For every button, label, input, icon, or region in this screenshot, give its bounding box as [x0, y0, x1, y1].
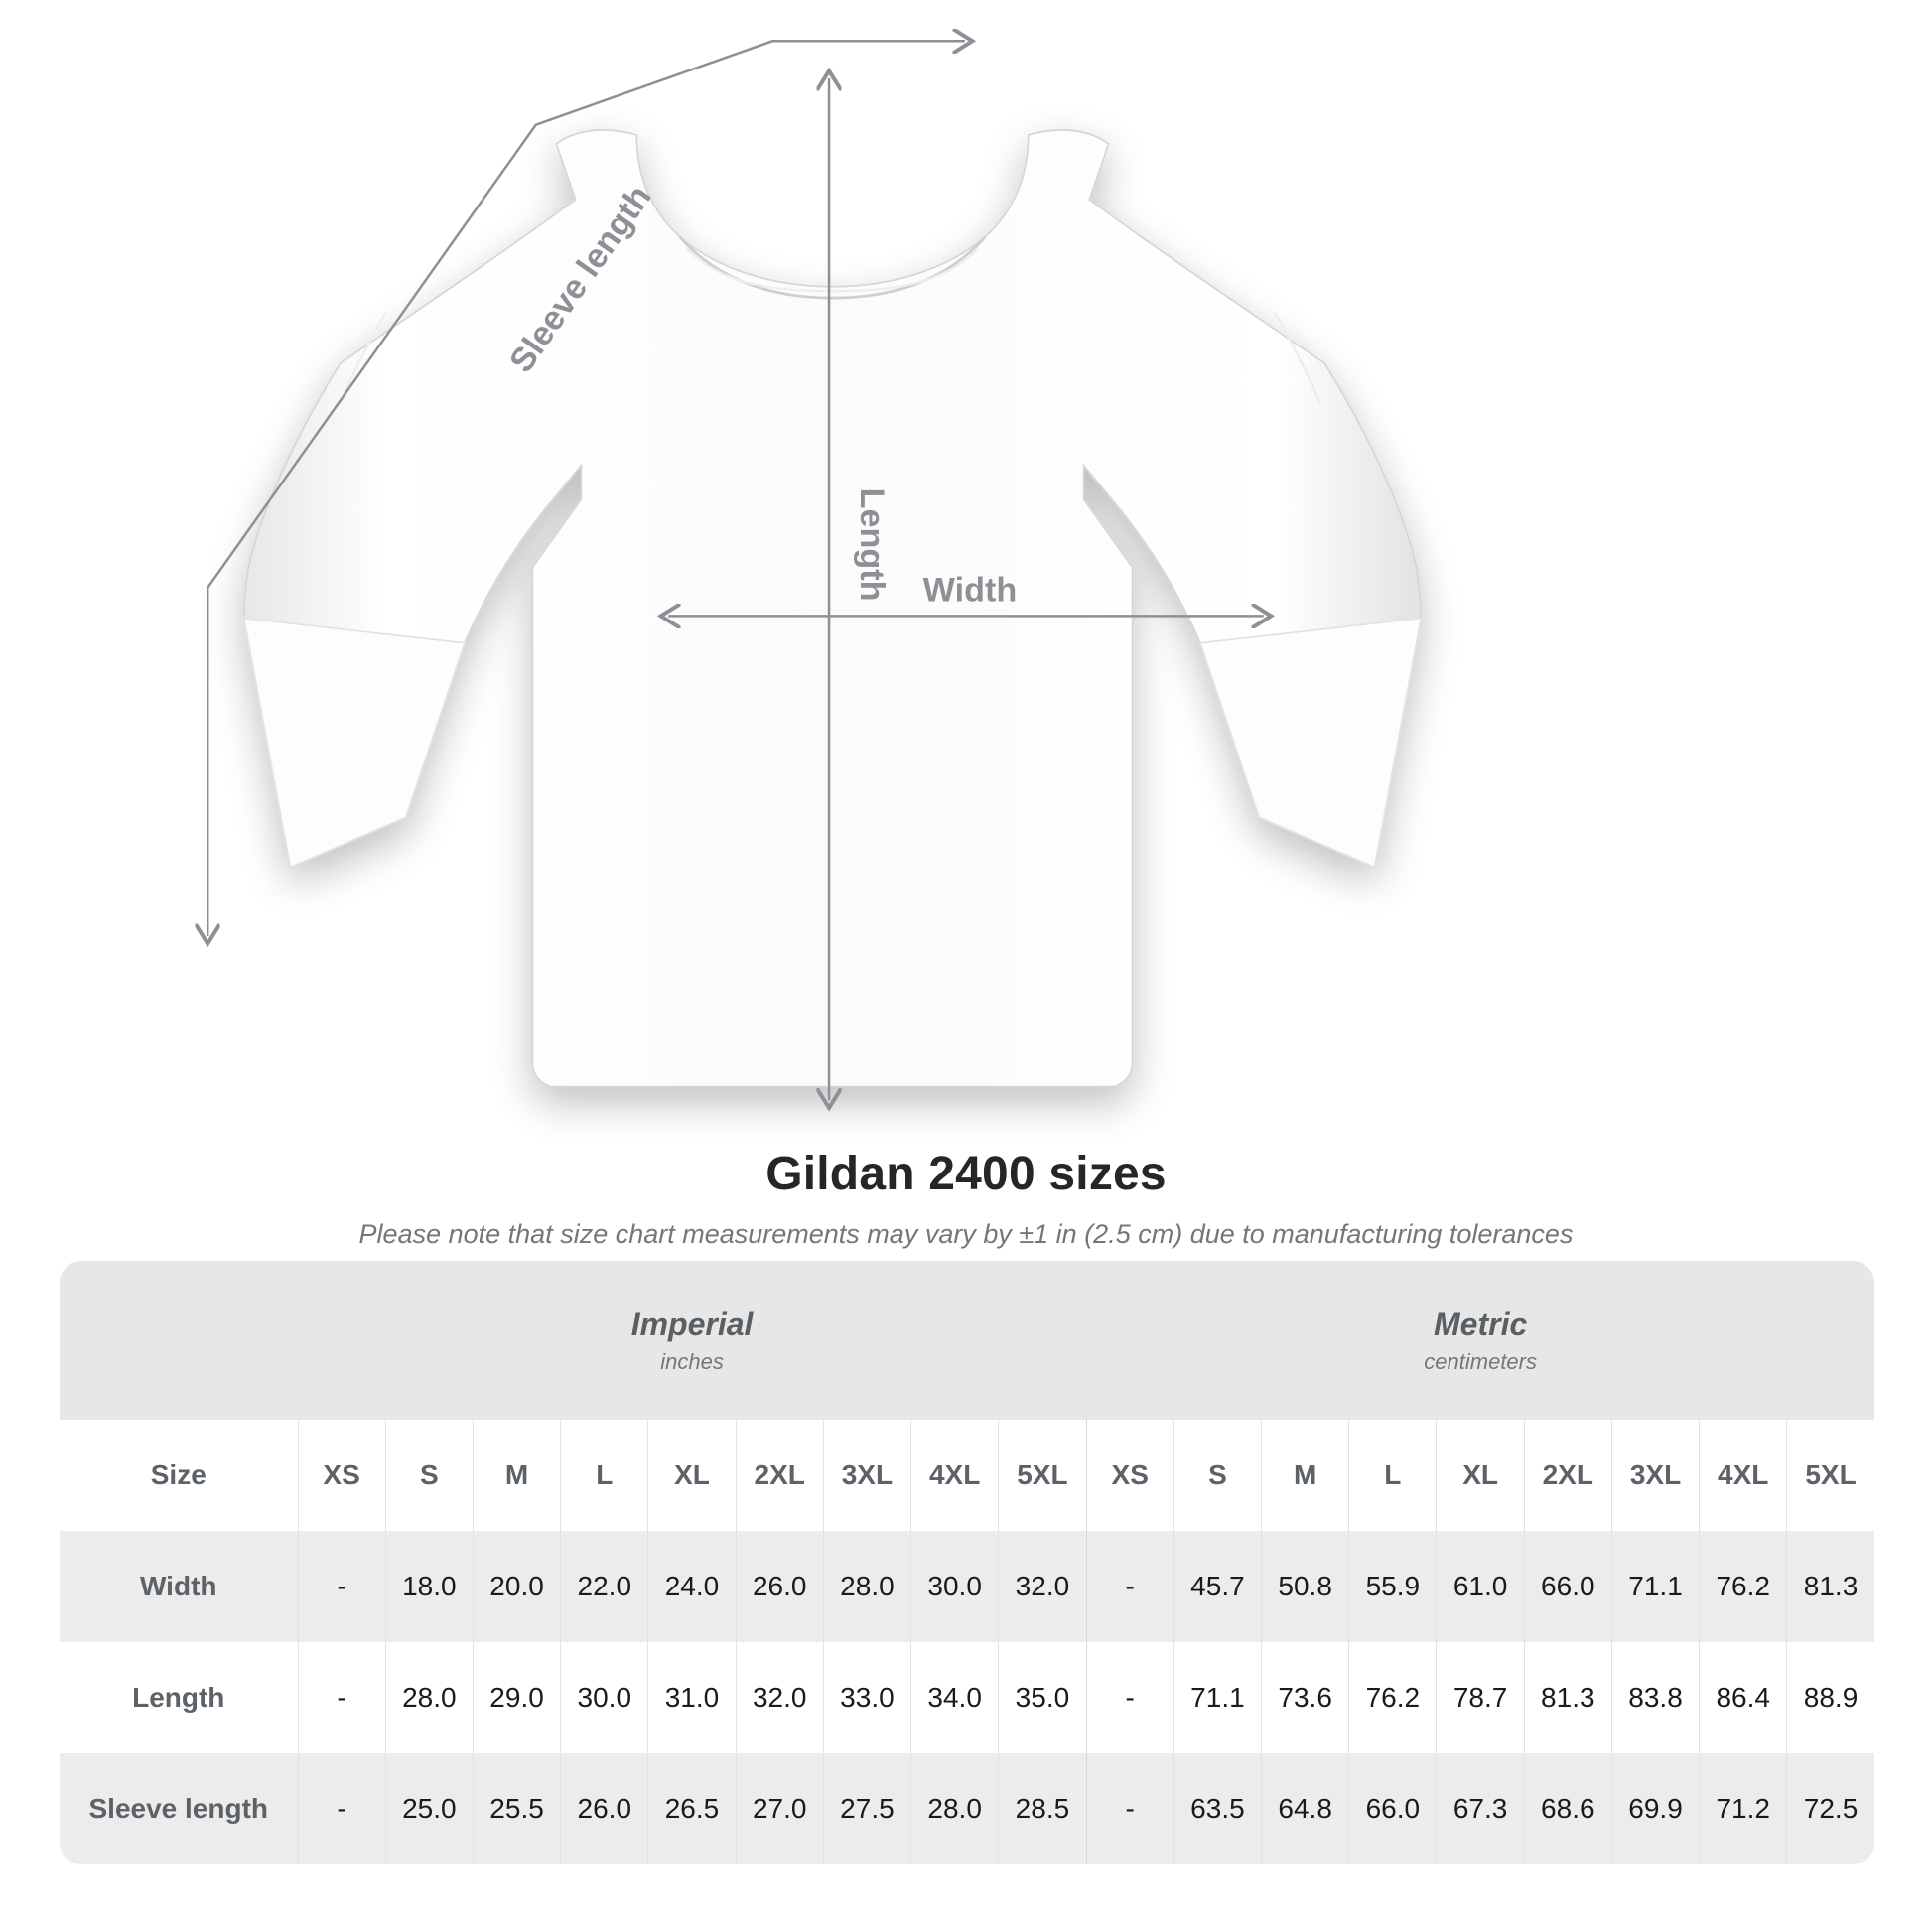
svg-text:Length: Length — [853, 488, 891, 602]
svg-text:Width: Width — [923, 572, 1018, 610]
